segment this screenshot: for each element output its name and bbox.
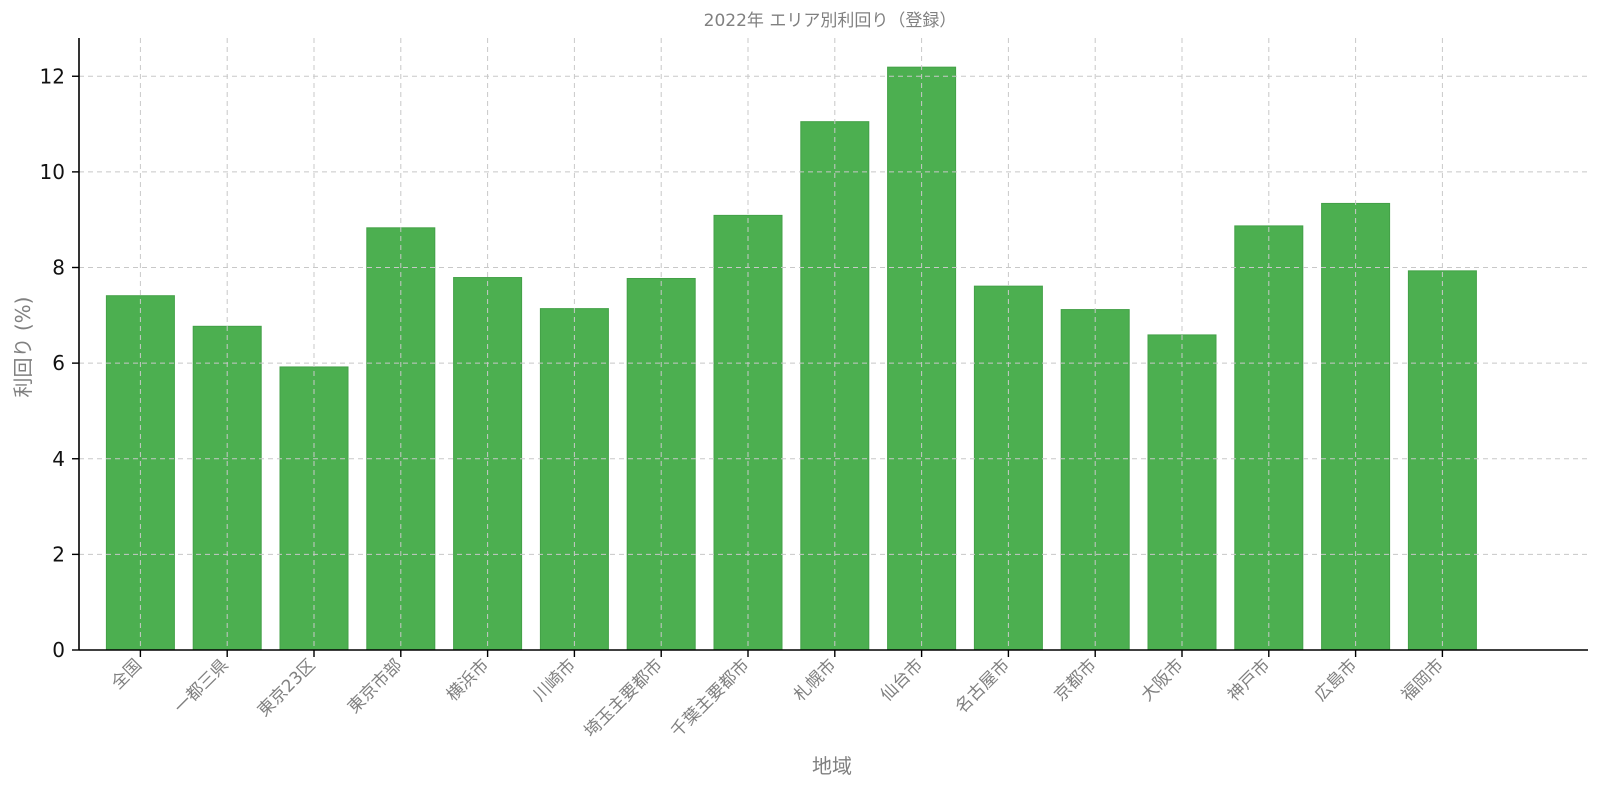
y-tick-label: 0	[52, 638, 65, 662]
x-tick-label: 全国	[108, 655, 146, 693]
x-tick-label: 京都市	[1051, 655, 1101, 705]
x-tick-label: 仙台市	[877, 655, 927, 705]
grid	[79, 38, 1588, 650]
x-tick-label: 広島市	[1311, 655, 1361, 705]
x-tick-label: 大阪市	[1137, 655, 1187, 705]
y-axis-title: 利回り (%)	[11, 297, 35, 398]
x-tick-label: 横浜市	[443, 655, 493, 705]
x-tick-label: 東京市部	[344, 655, 406, 717]
x-tick-label: 札幌市	[790, 655, 840, 705]
x-tick-label: 名古屋市	[952, 655, 1014, 717]
y-tick-label: 8	[52, 256, 65, 280]
y-tick-labels: 0 2 4 6 8 10 12	[40, 64, 65, 662]
x-tick-labels: 全国 一都三県 東京23区 東京市部 横浜市 川崎市 埼玉主要都市 千葉主要都市 札幌市 仙台市名…	[108, 655, 1448, 741]
y-tick-label: 2	[52, 542, 65, 566]
bar	[1407, 270, 1477, 651]
x-tick-label: 神戸市	[1224, 655, 1274, 705]
x-tick-label: 東京23区	[254, 655, 320, 721]
x-tick-label: 川崎市	[530, 655, 580, 705]
y-tick-label: 10	[40, 160, 65, 184]
y-tick-label: 4	[52, 447, 65, 471]
x-axis-title: 地域	[812, 754, 852, 778]
bar	[973, 285, 1043, 651]
x-tick-label: 一都三県	[171, 655, 233, 717]
y-tick-label: 12	[40, 64, 65, 88]
y-tick-label: 6	[52, 351, 65, 375]
x-tick-label: 福岡市	[1398, 655, 1448, 705]
x-tick-label: 千葉主要都市	[667, 655, 753, 741]
bars	[105, 66, 1477, 651]
chart-title: 2022年 エリア別利回り（登録）	[704, 11, 957, 31]
x-tick-label: 埼玉主要都市	[580, 655, 666, 741]
bar	[713, 214, 783, 651]
axes	[72, 38, 1588, 657]
